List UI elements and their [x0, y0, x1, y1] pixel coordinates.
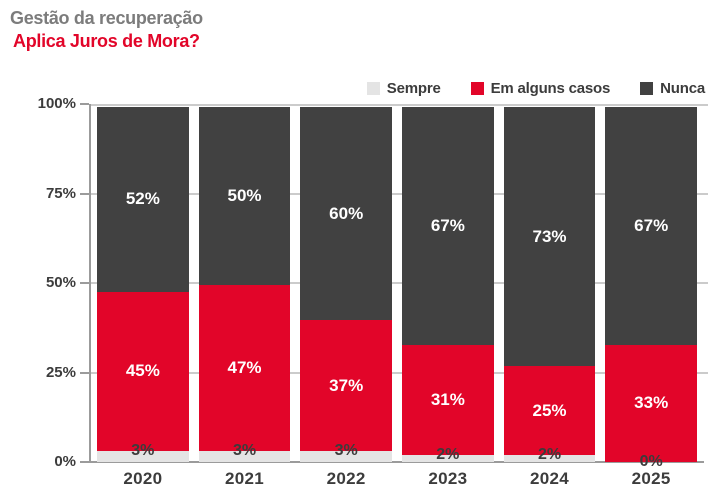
bar-segment-sempre: [300, 451, 393, 462]
bar-segment-sempre: [97, 451, 189, 462]
y-axis-tick-label: 50%: [45, 274, 76, 291]
bar-segment-sempre: [402, 454, 494, 462]
bar-value-label: 47%: [227, 357, 262, 377]
bar-value-label: 3%: [131, 442, 155, 460]
legend-label: Em alguns casos: [490, 80, 611, 97]
y-axis-tick-label: 75%: [45, 184, 76, 202]
bar-value-label: 67%: [634, 215, 669, 235]
bar-value-label: 45%: [125, 361, 160, 381]
y-axis-tick: [80, 461, 89, 463]
legend-item: Nunca: [640, 80, 705, 97]
y-axis-tick: [80, 371, 89, 374]
y-axis-tick-label: 25%: [45, 363, 76, 381]
legend-swatch-icon: [470, 82, 484, 95]
x-axis-label: 2022: [326, 469, 366, 488]
legend-label: Nunca: [660, 80, 705, 97]
x-axis-labels: 2020 2021 2022 2023 2024 2025: [97, 469, 697, 489]
bar-value-label: 52%: [125, 189, 160, 209]
bar-segment-nunca: [402, 107, 494, 345]
gridline: [90, 371, 708, 374]
legend-swatch-icon: [640, 82, 654, 95]
y-axis-tick: [80, 103, 89, 105]
x-axis-line: [89, 461, 704, 463]
bar-segment-em-alguns-casos: [503, 366, 596, 455]
gridline: [90, 104, 708, 106]
bar-2020: 3% 45% 52%: [97, 107, 189, 462]
bars-group: 3% 45% 52% 3% 47% 50% 3% 37% 60% 2% 31% 67% 2% 25% 73%…: [97, 107, 698, 470]
bar-segment-em-alguns-casos: [402, 344, 494, 455]
bar-segment-sempre: [198, 451, 291, 462]
bar-segment-nunca: [300, 107, 393, 320]
bar-value-label: 2%: [537, 445, 562, 463]
legend-label: Sempre: [386, 80, 441, 97]
bar-segment-nunca: [198, 107, 291, 285]
bar-2024: 2% 25% 73%: [503, 107, 596, 463]
legend-swatch-icon: [366, 82, 380, 95]
y-axis-tick: [80, 192, 89, 195]
y-axis-tick-label: 0%: [54, 453, 76, 470]
bar-segment-nunca: [97, 107, 189, 292]
gridline: [90, 192, 708, 195]
bar-value-label: 33%: [634, 393, 669, 413]
x-axis-label: 2021: [224, 469, 265, 488]
bar-value-label: 50%: [227, 185, 262, 205]
plot-area: 3% 45% 52% 3% 47% 50% 3% 37% 60% 2% 31% 67% 2% 25% 73%…: [80, 103, 708, 470]
bar-value-label: 3%: [232, 442, 257, 460]
bar-segment-nunca: [503, 107, 596, 367]
bar-value-label: 67%: [430, 215, 465, 235]
bar-2022: 3% 37% 60%: [300, 107, 393, 462]
y-axis-tick: [80, 282, 89, 284]
x-axis-label: 2020: [123, 469, 163, 488]
bar-2021: 3% 47% 50%: [198, 107, 291, 462]
bar-value-label: 37%: [329, 375, 364, 395]
bar-segment-em-alguns-casos: [605, 344, 698, 462]
bar-value-label: 25%: [532, 400, 567, 420]
bar-value-label: 73%: [532, 226, 567, 246]
y-axis-tick-label: 100%: [37, 95, 76, 112]
chart-kicker: Gestão da recuperação: [10, 8, 203, 28]
bar-segment-sempre: [503, 454, 596, 462]
bar-value-label: 60%: [329, 203, 364, 223]
bar-2025: 0% 33% 67%: [605, 107, 698, 470]
y-axis-line: [89, 104, 91, 463]
x-axis-label: 2023: [428, 469, 468, 488]
bar-value-label: 31%: [430, 389, 465, 409]
bar-segment-em-alguns-casos: [97, 291, 189, 452]
x-axis-label: 2025: [631, 469, 671, 488]
gridline: [90, 282, 708, 284]
x-axis-label: 2024: [530, 469, 570, 488]
chart-title: Aplica Juros de Mora?: [13, 31, 200, 51]
bar-value-label: 2%: [436, 445, 460, 463]
bar-2023: 2% 31% 67%: [402, 107, 494, 463]
bar-segment-nunca: [605, 107, 698, 345]
bar-value-label: 0%: [639, 453, 663, 470]
grid-layer: [80, 103, 708, 463]
bar-segment-em-alguns-casos: [198, 284, 291, 452]
chart-legend: Sempre Em alguns casos Nunca: [366, 80, 705, 97]
bar-value-label: 3%: [334, 442, 358, 460]
bar-segment-em-alguns-casos: [300, 320, 393, 452]
legend-item: Em alguns casos: [470, 80, 611, 97]
legend-item: Sempre: [366, 80, 441, 97]
